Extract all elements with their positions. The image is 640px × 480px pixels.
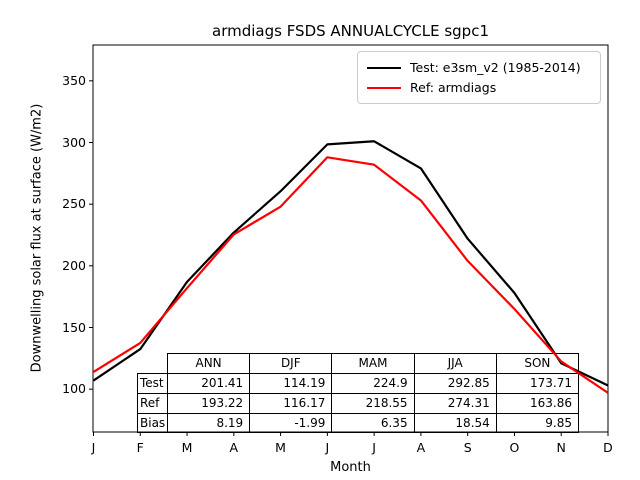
x-tick-label: J xyxy=(325,440,330,455)
y-tick-label: 150 xyxy=(62,319,86,335)
table-value-cell: 114.19 xyxy=(249,372,333,394)
table-value-cell: 116.17 xyxy=(249,392,333,414)
table-row-header: Bias xyxy=(137,412,168,433)
legend-label: Ref: armdiags xyxy=(410,80,497,95)
table-row-header: Test xyxy=(137,372,168,394)
y-tick-label: 250 xyxy=(62,196,86,212)
test-line xyxy=(92,140,609,387)
legend-line-sample xyxy=(367,66,401,69)
y-tick-label: 200 xyxy=(62,257,86,273)
table-value-cell: 224.9 xyxy=(331,372,415,394)
y-tick-label: 300 xyxy=(62,134,86,150)
table-value-cell: 201.41 xyxy=(167,372,251,394)
x-tick-label: N xyxy=(556,440,566,455)
table-value-cell: 9.85 xyxy=(495,412,579,433)
chart-title: armdiags FSDS ANNUALCYCLE sgpc1 xyxy=(212,22,489,40)
table-value-cell: 292.85 xyxy=(413,372,497,394)
table-value-cell: 173.71 xyxy=(495,372,579,394)
table-row-header: Ref xyxy=(137,392,168,414)
x-tick-label: F xyxy=(136,440,144,455)
legend-item: Test: e3sm_v2 (1985-2014) xyxy=(358,60,600,75)
x-axis-label: Month xyxy=(330,460,371,475)
legend-label: Test: e3sm_v2 (1985-2014) xyxy=(410,60,581,75)
y-tick-label: 100 xyxy=(62,381,86,397)
x-tick-label: D xyxy=(603,440,613,455)
table-value-cell: 218.55 xyxy=(331,392,415,414)
table-value-cell: 8.19 xyxy=(167,412,251,433)
x-tick-label: O xyxy=(509,440,520,455)
table-column-header: JJA xyxy=(413,352,497,374)
x-tick-label: A xyxy=(229,440,239,455)
table-column-header: ANN xyxy=(167,352,251,374)
table-column-header: MAM xyxy=(331,352,415,374)
x-tick-label: S xyxy=(463,440,472,455)
table-value-cell: 6.35 xyxy=(331,412,415,433)
x-tick-label: J xyxy=(91,440,96,455)
table-value-cell: 193.22 xyxy=(167,392,251,414)
x-tick-label: J xyxy=(372,440,376,455)
x-tick-label: A xyxy=(416,440,426,455)
table-value-cell: 163.86 xyxy=(495,392,579,414)
table-value-cell: 274.31 xyxy=(413,392,497,414)
y-axis-label: Downwelling solar flux at surface (W/m2) xyxy=(29,103,45,373)
table-column-header: DJF xyxy=(249,352,333,374)
legend: Test: e3sm_v2 (1985-2014) Ref: armdiags xyxy=(357,51,601,104)
y-tick-label: 350 xyxy=(62,72,86,88)
x-tick-label: M xyxy=(275,440,286,455)
table-value-cell: -1.99 xyxy=(249,412,333,433)
legend-item: Ref: armdiags xyxy=(358,80,600,95)
table-value-cell: 18.54 xyxy=(413,412,497,433)
table-column-header: SON xyxy=(495,352,579,374)
x-tick-label: M xyxy=(181,440,193,455)
legend-line-sample xyxy=(367,86,401,89)
